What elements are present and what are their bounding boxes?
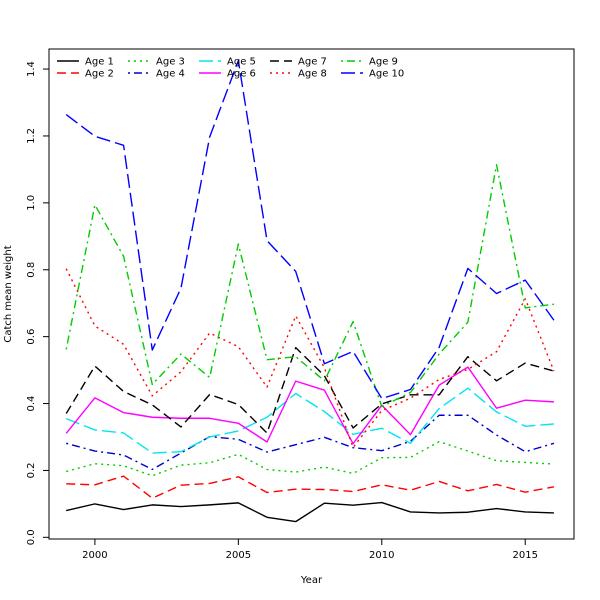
x-tick-label-2015: 2015 (513, 550, 538, 561)
series-line-age-1 (66, 501, 554, 523)
x-tick-label-2010: 2010 (369, 550, 394, 561)
series-line-age-8 (65, 268, 555, 449)
y-tick-label-2: 0.4 (26, 396, 37, 412)
x-tick-label-2000: 2000 (82, 550, 107, 561)
legend-label-age-10: Age 10 (369, 69, 404, 80)
series-line-age-6 (65, 366, 554, 445)
legend-label-age-9: Age 9 (369, 57, 398, 68)
series-line-age-4 (66, 414, 555, 471)
y-tick-label-6: 1.2 (26, 128, 37, 144)
series-line-age-10 (65, 60, 555, 400)
legend-label-age-8: Age 8 (298, 69, 327, 80)
series-line-age-2 (66, 475, 555, 499)
series-line-age-7 (65, 346, 555, 434)
legend-label-age-6: Age 6 (227, 69, 256, 80)
y-tick-label-7: 1.4 (26, 61, 37, 77)
series-line-age-5 (65, 387, 554, 454)
y-tick-label-5: 1.0 (26, 195, 37, 211)
y-tick-label-1: 0.2 (26, 462, 37, 478)
legend-label-age-1: Age 1 (85, 57, 114, 68)
series-line-age-3 (66, 440, 554, 477)
x-axis-title: Year (300, 575, 323, 586)
legend-label-age-5: Age 5 (227, 57, 256, 68)
y-tick-label-3: 0.6 (26, 329, 37, 345)
legend-label-age-3: Age 3 (156, 57, 185, 68)
legend-label-age-4: Age 4 (156, 69, 185, 80)
legend-label-age-7: Age 7 (298, 57, 327, 68)
y-axis: 0.0 0.2 0.4 0.6 0.8 1.0 1.2 1.4 (26, 61, 49, 545)
y-tick-label-4: 0.8 (26, 262, 37, 278)
x-axis: 2000 2005 2010 2015 (82, 539, 538, 561)
legend-label-age-2: Age 2 (85, 69, 114, 80)
plot-frame (48, 48, 575, 540)
series-layer (65, 60, 555, 523)
y-tick-label-0: 0.0 (26, 529, 37, 545)
series-line-age-9 (65, 164, 555, 408)
y-axis-title: Catch mean weight (3, 245, 14, 342)
x-tick-label-2005: 2005 (226, 550, 251, 561)
